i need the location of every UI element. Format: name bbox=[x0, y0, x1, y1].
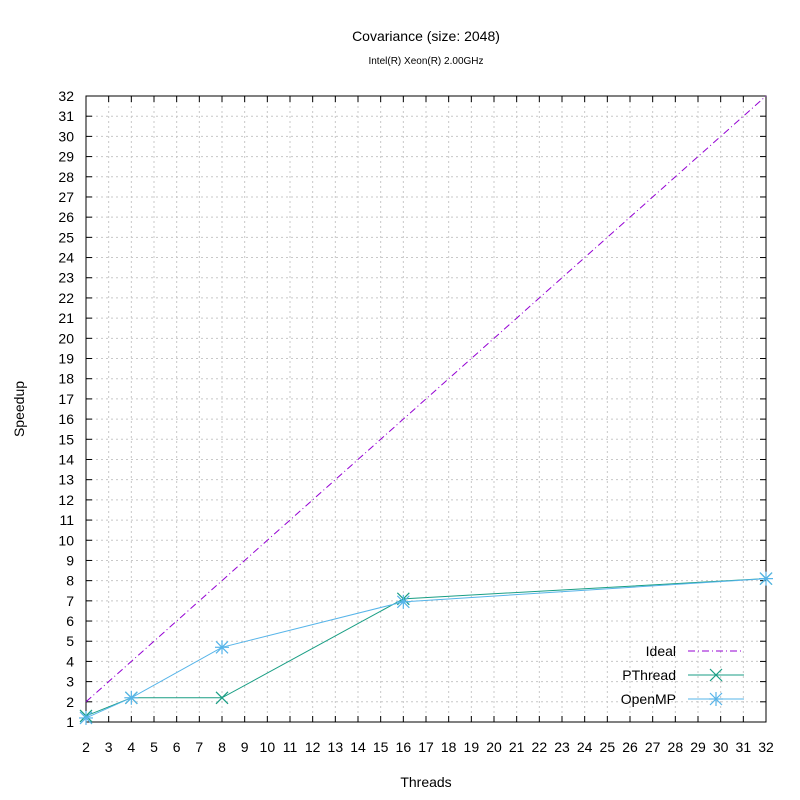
y-tick-label: 12 bbox=[58, 492, 74, 508]
data-point bbox=[215, 640, 229, 655]
x-tick-label: 3 bbox=[105, 739, 113, 755]
y-tick-label: 19 bbox=[58, 351, 74, 367]
data-point bbox=[709, 668, 723, 682]
y-tick-label: 2 bbox=[66, 694, 74, 710]
x-tick-label: 2 bbox=[82, 739, 90, 755]
data-point bbox=[396, 594, 411, 609]
legend-label: OpenMP bbox=[621, 691, 676, 707]
y-tick-label: 11 bbox=[59, 512, 74, 528]
x-tick-label: 28 bbox=[668, 739, 684, 755]
x-tick-label: 32 bbox=[758, 739, 774, 755]
y-tick-label: 9 bbox=[66, 552, 74, 568]
x-tick-label: 13 bbox=[328, 739, 344, 755]
legend-label: Ideal bbox=[646, 643, 676, 659]
y-tick-label: 13 bbox=[58, 472, 74, 488]
y-tick-label: 5 bbox=[66, 633, 74, 649]
y-tick-label: 24 bbox=[58, 250, 74, 266]
x-tick-label: 5 bbox=[150, 739, 158, 755]
x-tick-label: 4 bbox=[127, 739, 135, 755]
y-tick-label: 31 bbox=[58, 108, 74, 124]
marker-stroke bbox=[709, 668, 723, 682]
chart-subtitle: Intel(R) Xeon(R) 2.00GHz bbox=[368, 56, 483, 67]
y-tick-label: 32 bbox=[58, 88, 74, 104]
marker-stroke bbox=[215, 691, 229, 705]
y-tick-label: 21 bbox=[58, 310, 74, 326]
plot-frame bbox=[85, 95, 767, 723]
x-tick-label: 25 bbox=[600, 739, 616, 755]
data-point bbox=[759, 571, 773, 586]
x-tick-label: 30 bbox=[713, 739, 729, 755]
y-tick-label: 22 bbox=[58, 290, 74, 306]
x-tick-label: 7 bbox=[195, 739, 203, 755]
x-tick-label: 8 bbox=[218, 739, 226, 755]
x-tick-label: 19 bbox=[464, 739, 480, 755]
y-tick-label: 26 bbox=[58, 209, 74, 225]
y-tick-label: 1 bbox=[66, 714, 74, 730]
y-tick-label: 28 bbox=[58, 169, 74, 185]
y-tick-label: 15 bbox=[58, 431, 74, 447]
legend: Ideal PThread OpenMP bbox=[621, 643, 744, 707]
series-openmp bbox=[79, 571, 773, 725]
grid bbox=[86, 96, 766, 722]
x-tick-label: 27 bbox=[645, 739, 661, 755]
y-tick-label: 16 bbox=[58, 411, 74, 427]
y-axis-label: Speedup bbox=[11, 381, 27, 437]
x-tick-label: 14 bbox=[350, 739, 366, 755]
x-tick-label: 16 bbox=[396, 739, 412, 755]
data-point bbox=[79, 710, 93, 725]
x-tick-label: 21 bbox=[509, 739, 525, 755]
x-tick-label: 31 bbox=[736, 739, 752, 755]
y-tick-label: 23 bbox=[58, 270, 74, 286]
legend-label: PThread bbox=[622, 667, 676, 683]
y-tick-label: 14 bbox=[58, 451, 74, 467]
x-axis-label: Threads bbox=[400, 774, 451, 790]
chart-title: Covariance (size: 2048) bbox=[352, 28, 500, 44]
data-point bbox=[124, 690, 139, 705]
series-ideal bbox=[85, 95, 767, 703]
x-tick-label: 26 bbox=[622, 739, 638, 755]
axis-ticks: 2 3 4 5 6 7 8 9 10 11 12 13 14 15 16 17 18 19 20 21 22 23 24 25… bbox=[58, 88, 774, 755]
x-tick-label: 9 bbox=[241, 739, 249, 755]
x-tick-label: 15 bbox=[373, 739, 389, 755]
x-tick-label: 18 bbox=[441, 739, 457, 755]
x-tick-label: 11 bbox=[283, 739, 298, 755]
data-point bbox=[215, 691, 229, 705]
x-tick-label: 29 bbox=[690, 739, 706, 755]
x-tick-label: 20 bbox=[486, 739, 502, 755]
x-tick-label: 17 bbox=[418, 739, 434, 755]
y-tick-label: 18 bbox=[58, 371, 74, 387]
y-tick-label: 29 bbox=[58, 149, 74, 165]
y-tick-label: 4 bbox=[66, 653, 74, 669]
x-tick-label: 22 bbox=[532, 739, 548, 755]
x-tick-label: 12 bbox=[305, 739, 321, 755]
y-tick-label: 17 bbox=[58, 391, 74, 407]
y-tick-label: 25 bbox=[58, 229, 74, 245]
x-tick-label: 24 bbox=[577, 739, 593, 755]
y-tick-label: 8 bbox=[66, 573, 74, 589]
series-line bbox=[85, 95, 767, 703]
y-tick-label: 6 bbox=[66, 613, 74, 629]
y-tick-label: 7 bbox=[66, 593, 74, 609]
y-tick-label: 30 bbox=[58, 128, 74, 144]
y-tick-label: 3 bbox=[66, 674, 74, 690]
x-tick-label: 6 bbox=[173, 739, 181, 755]
x-tick-label: 23 bbox=[554, 739, 570, 755]
plot-series bbox=[79, 95, 773, 725]
y-tick-label: 10 bbox=[58, 532, 74, 548]
data-point bbox=[709, 692, 723, 706]
y-tick-label: 27 bbox=[58, 189, 74, 205]
y-tick-label: 20 bbox=[58, 330, 74, 346]
x-tick-label: 10 bbox=[260, 739, 276, 755]
